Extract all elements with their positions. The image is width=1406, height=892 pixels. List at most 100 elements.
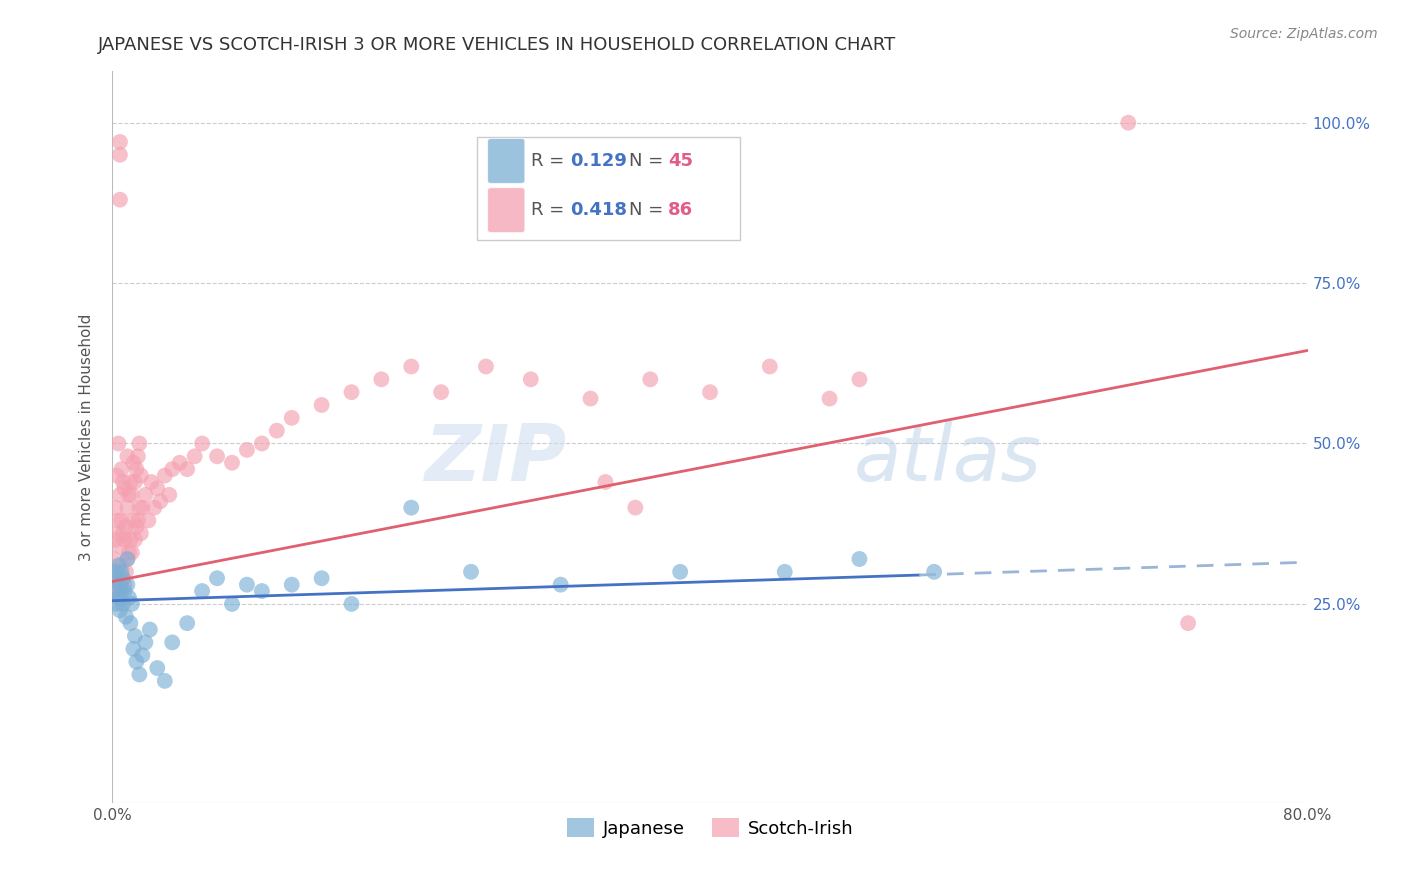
Point	[281, 410, 304, 425]
Point	[125, 655, 148, 669]
Point	[340, 597, 363, 611]
Point	[129, 468, 152, 483]
Point	[107, 514, 129, 528]
Legend: Japanese, Scotch-Irish: Japanese, Scotch-Irish	[560, 811, 860, 845]
Point	[115, 520, 138, 534]
Point	[108, 148, 131, 162]
Point	[105, 571, 128, 585]
Point	[127, 450, 149, 464]
Point	[105, 571, 128, 585]
Point	[669, 565, 692, 579]
Point	[162, 462, 183, 476]
Point	[221, 456, 243, 470]
Point	[311, 571, 333, 585]
Point	[520, 372, 543, 386]
Point	[131, 500, 153, 515]
Point	[131, 648, 153, 663]
Point	[124, 533, 146, 547]
Point	[124, 475, 146, 489]
Point	[108, 135, 131, 149]
Point	[114, 577, 135, 591]
Point	[236, 577, 259, 591]
Point	[759, 359, 782, 374]
Point	[624, 500, 647, 515]
Point	[236, 442, 259, 457]
Point	[107, 436, 129, 450]
Point	[127, 514, 149, 528]
Point	[121, 597, 143, 611]
FancyBboxPatch shape	[488, 138, 524, 183]
Point	[370, 372, 392, 386]
Point	[118, 591, 141, 605]
Point	[108, 584, 131, 599]
Point	[110, 565, 132, 579]
Point	[107, 565, 129, 579]
Point	[111, 571, 134, 585]
Point	[103, 584, 125, 599]
Point	[118, 488, 141, 502]
Point	[111, 526, 134, 541]
Point	[250, 584, 273, 599]
Point	[111, 475, 134, 489]
Point	[460, 565, 482, 579]
Point	[640, 372, 662, 386]
Point	[430, 385, 453, 400]
Point	[1177, 616, 1199, 631]
Point	[103, 584, 125, 599]
Point	[475, 359, 498, 374]
Point	[105, 468, 128, 483]
Point	[848, 552, 870, 566]
Point	[311, 398, 333, 412]
Point	[104, 533, 127, 547]
Point	[1118, 116, 1140, 130]
Point	[143, 500, 166, 515]
Point	[205, 571, 228, 585]
Point	[134, 488, 156, 502]
Text: 0.129: 0.129	[571, 152, 627, 169]
Point	[111, 597, 134, 611]
Point	[818, 392, 841, 406]
FancyBboxPatch shape	[488, 188, 524, 233]
Text: 0.418: 0.418	[571, 201, 627, 219]
Point	[183, 450, 205, 464]
Text: R =: R =	[531, 152, 569, 169]
Point	[579, 392, 602, 406]
Point	[146, 482, 169, 496]
Point	[191, 436, 214, 450]
Point	[117, 450, 139, 464]
Text: Source: ZipAtlas.com: Source: ZipAtlas.com	[1230, 27, 1378, 41]
Point	[134, 635, 156, 649]
Point	[848, 372, 870, 386]
Point	[153, 673, 176, 688]
Point	[114, 584, 135, 599]
Point	[266, 424, 288, 438]
Point	[550, 577, 572, 591]
Point	[176, 616, 198, 631]
Point	[120, 616, 142, 631]
Point	[114, 533, 135, 547]
Point	[117, 552, 139, 566]
Point	[110, 514, 132, 528]
Point	[108, 539, 131, 553]
Text: N =: N =	[628, 152, 669, 169]
Point	[111, 571, 134, 585]
Point	[205, 450, 228, 464]
Text: 86: 86	[668, 201, 693, 219]
Point	[104, 500, 127, 515]
Y-axis label: 3 or more Vehicles in Household: 3 or more Vehicles in Household	[79, 313, 94, 561]
Point	[125, 520, 148, 534]
Text: 45: 45	[668, 152, 693, 169]
Point	[128, 500, 150, 515]
Point	[138, 514, 160, 528]
Point	[129, 526, 152, 541]
FancyBboxPatch shape	[477, 137, 740, 240]
Point	[122, 641, 145, 656]
Point	[176, 462, 198, 476]
Point	[120, 475, 142, 489]
Point	[153, 468, 176, 483]
Point	[128, 436, 150, 450]
Point	[139, 623, 162, 637]
Point	[125, 462, 148, 476]
Point	[124, 629, 146, 643]
Point	[149, 494, 172, 508]
